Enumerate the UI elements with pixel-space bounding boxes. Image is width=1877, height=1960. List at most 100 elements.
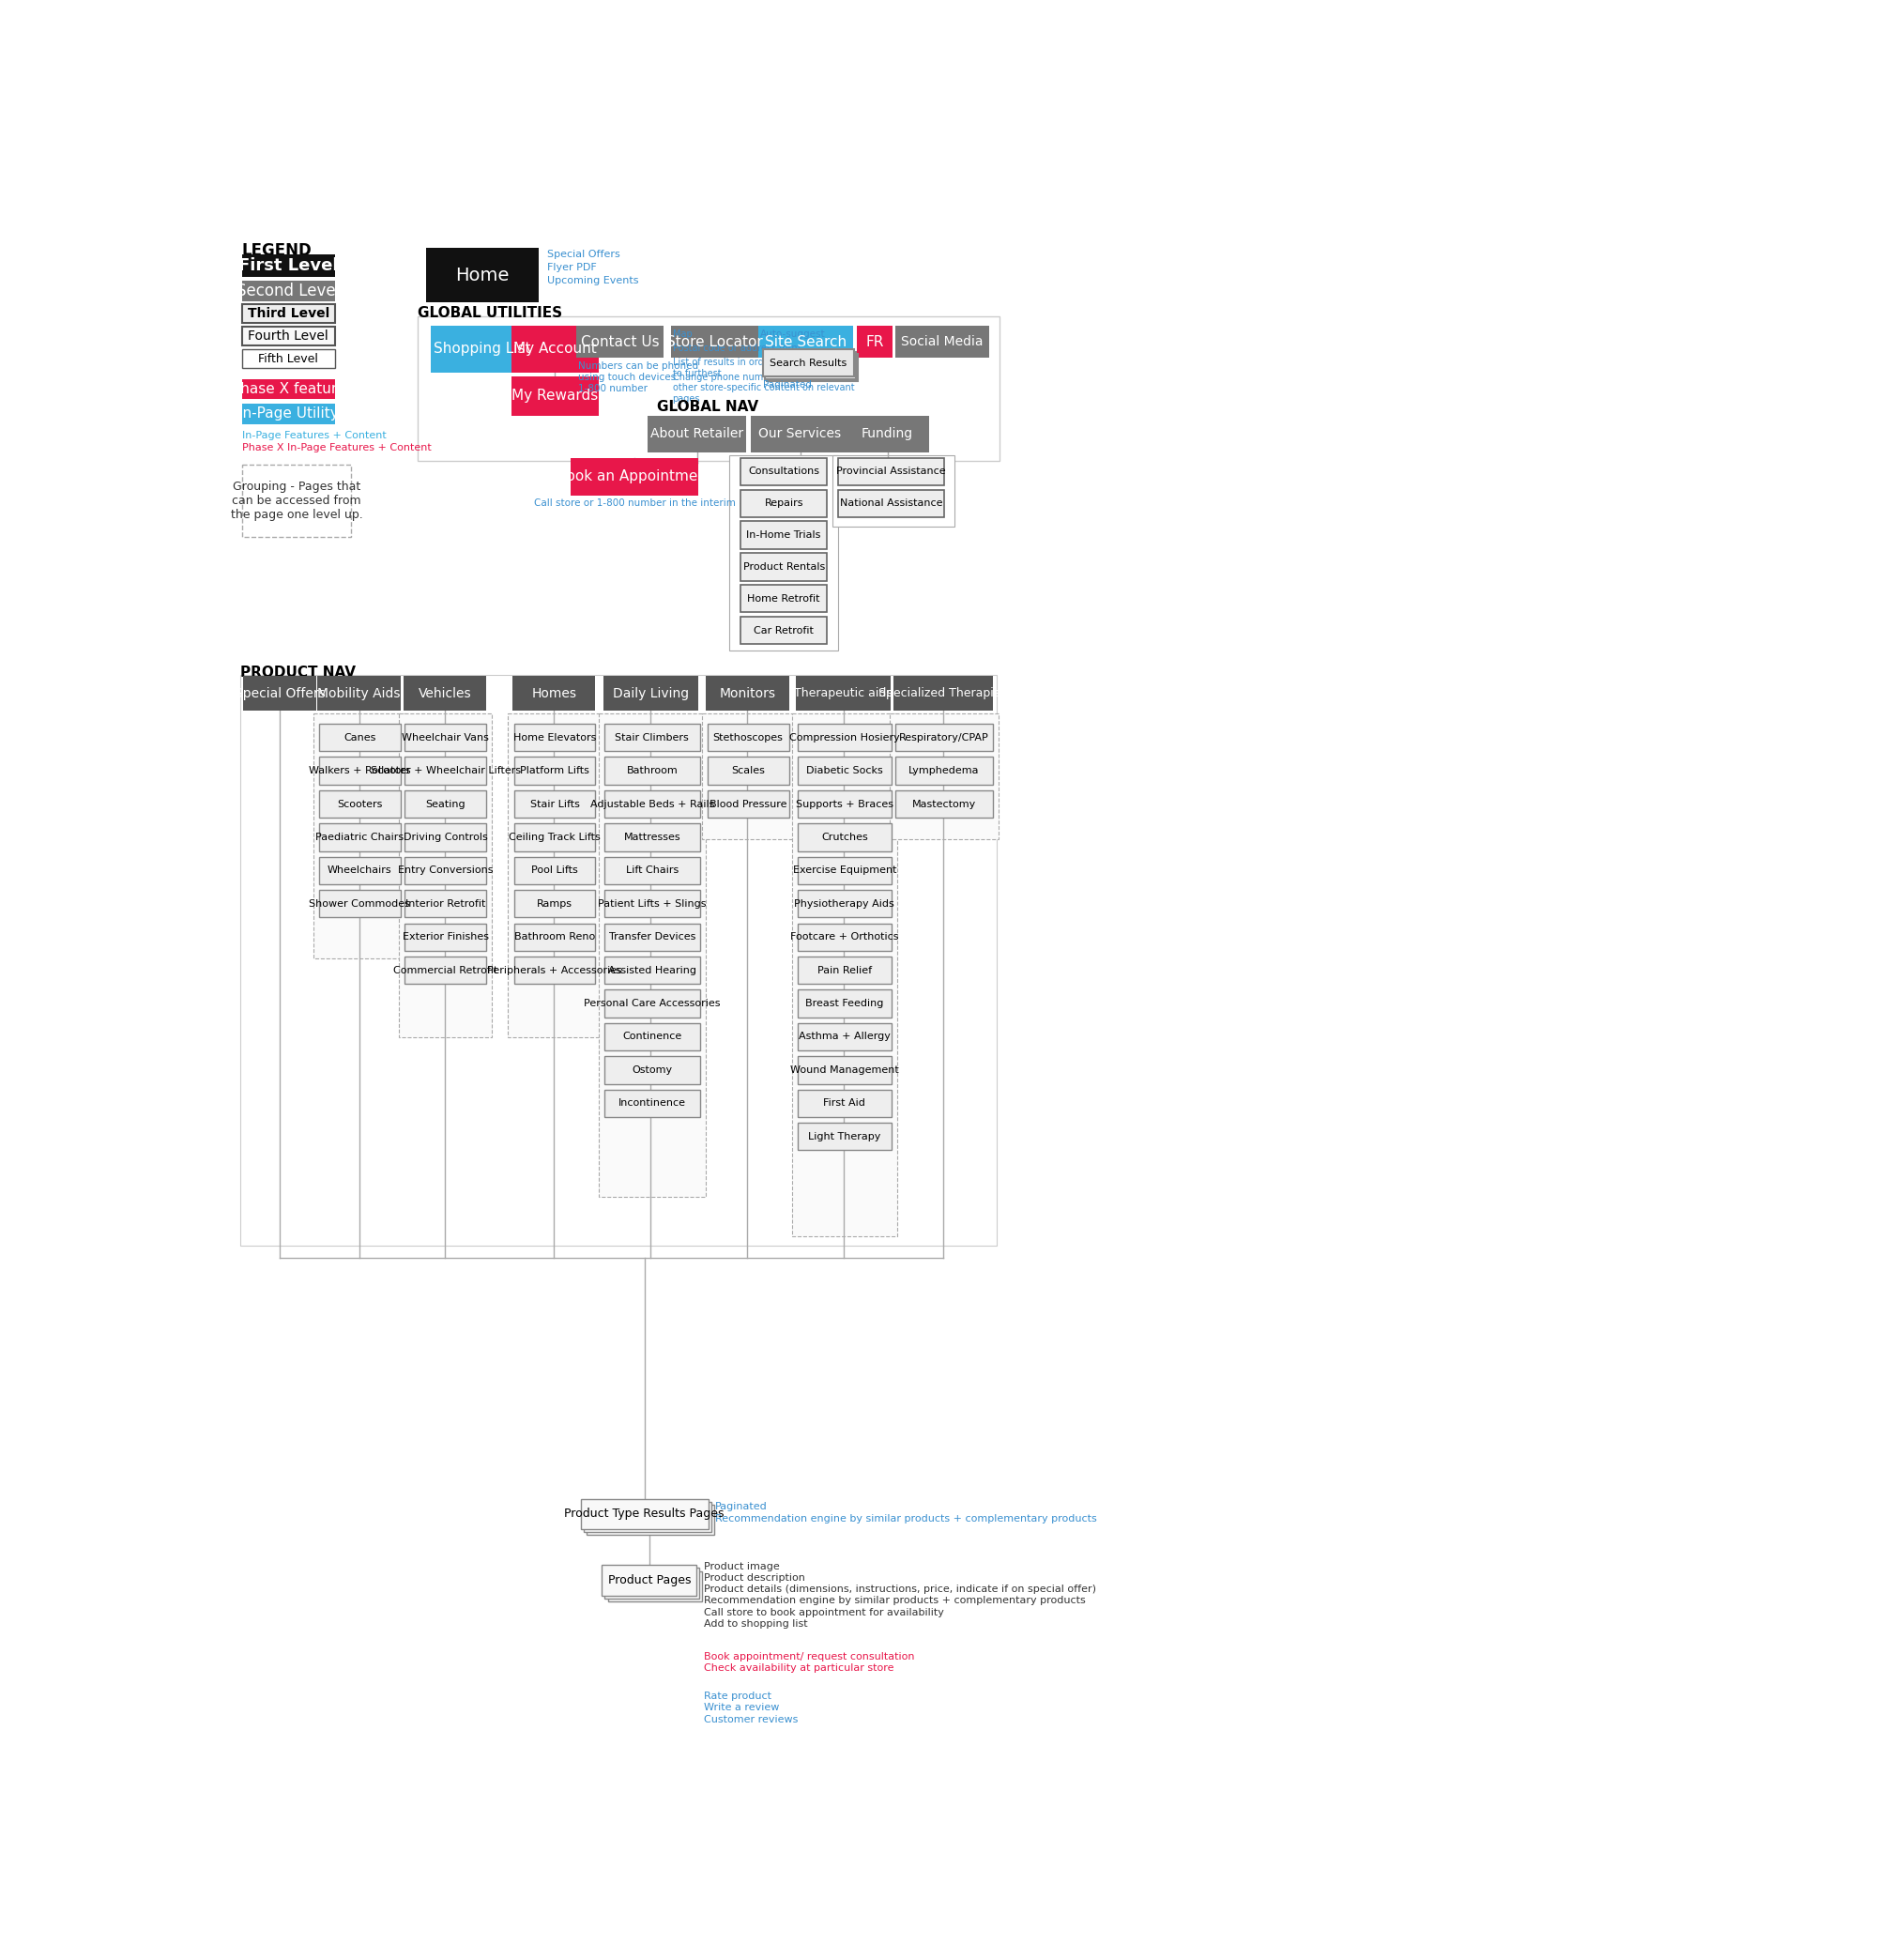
FancyBboxPatch shape bbox=[798, 1056, 892, 1084]
FancyBboxPatch shape bbox=[313, 713, 405, 958]
FancyBboxPatch shape bbox=[604, 790, 700, 817]
Text: PRODUCT NAV: PRODUCT NAV bbox=[240, 664, 357, 680]
FancyBboxPatch shape bbox=[702, 713, 794, 839]
FancyBboxPatch shape bbox=[405, 757, 486, 784]
FancyBboxPatch shape bbox=[798, 857, 892, 884]
Text: Daily Living: Daily Living bbox=[612, 686, 689, 700]
FancyBboxPatch shape bbox=[895, 757, 993, 784]
FancyBboxPatch shape bbox=[796, 676, 892, 711]
Text: Home Elevators: Home Elevators bbox=[512, 733, 597, 743]
FancyBboxPatch shape bbox=[895, 723, 993, 751]
Text: Adjustable Beds + Rails: Adjustable Beds + Rails bbox=[589, 800, 715, 809]
FancyBboxPatch shape bbox=[514, 923, 595, 951]
FancyBboxPatch shape bbox=[604, 757, 700, 784]
Text: Grouping - Pages that
can be accessed from
the page one level up.: Grouping - Pages that can be accessed fr… bbox=[231, 480, 362, 521]
FancyBboxPatch shape bbox=[604, 823, 700, 851]
FancyBboxPatch shape bbox=[319, 723, 400, 751]
Text: Second Level: Second Level bbox=[237, 282, 340, 300]
Text: Physiotherapy Aids: Physiotherapy Aids bbox=[794, 900, 895, 909]
FancyBboxPatch shape bbox=[604, 923, 700, 951]
Text: Light Therapy: Light Therapy bbox=[809, 1131, 880, 1141]
Text: Specialized Therapies: Specialized Therapies bbox=[878, 688, 1008, 700]
Text: Product description: Product description bbox=[704, 1574, 805, 1582]
FancyBboxPatch shape bbox=[604, 1568, 700, 1599]
Text: Respiratory/CPAP: Respiratory/CPAP bbox=[899, 733, 989, 743]
Text: Customer reviews: Customer reviews bbox=[704, 1715, 798, 1725]
FancyBboxPatch shape bbox=[571, 459, 698, 496]
FancyBboxPatch shape bbox=[833, 455, 955, 527]
FancyBboxPatch shape bbox=[768, 353, 858, 380]
Text: Site Search: Site Search bbox=[764, 335, 847, 349]
Text: Mobility Aids: Mobility Aids bbox=[317, 686, 400, 700]
Text: LEGEND: LEGEND bbox=[242, 243, 312, 259]
FancyBboxPatch shape bbox=[244, 676, 315, 711]
Text: Pain Relief: Pain Relief bbox=[816, 966, 871, 974]
FancyBboxPatch shape bbox=[319, 757, 400, 784]
FancyBboxPatch shape bbox=[242, 465, 351, 537]
FancyBboxPatch shape bbox=[405, 790, 486, 817]
Text: Assisted Hearing: Assisted Hearing bbox=[608, 966, 696, 974]
Text: Exterior Finishes: Exterior Finishes bbox=[402, 933, 488, 941]
Text: Postal code or address form: Postal code or address form bbox=[672, 343, 800, 353]
FancyBboxPatch shape bbox=[584, 1501, 711, 1533]
FancyBboxPatch shape bbox=[514, 757, 595, 784]
FancyBboxPatch shape bbox=[751, 416, 848, 453]
Text: Search Results: Search Results bbox=[770, 359, 847, 368]
FancyBboxPatch shape bbox=[240, 674, 997, 1247]
Text: Special Offers: Special Offers bbox=[548, 249, 619, 259]
Text: Walkers + Rollators: Walkers + Rollators bbox=[308, 766, 411, 776]
FancyBboxPatch shape bbox=[514, 956, 595, 984]
Text: Wound Management: Wound Management bbox=[790, 1066, 899, 1074]
Text: Map: Map bbox=[672, 329, 693, 339]
Text: Supports + Braces: Supports + Braces bbox=[796, 800, 893, 809]
FancyBboxPatch shape bbox=[798, 890, 892, 917]
Text: Wheelchair Vans: Wheelchair Vans bbox=[402, 733, 490, 743]
FancyBboxPatch shape bbox=[242, 404, 334, 423]
Text: Wheelchairs: Wheelchairs bbox=[327, 866, 392, 876]
Text: In-Page Features + Content: In-Page Features + Content bbox=[242, 431, 387, 441]
Text: Add to shopping list: Add to shopping list bbox=[704, 1619, 807, 1629]
FancyBboxPatch shape bbox=[242, 378, 334, 400]
FancyBboxPatch shape bbox=[845, 416, 929, 453]
FancyBboxPatch shape bbox=[608, 1570, 702, 1601]
Text: Flyer PDF: Flyer PDF bbox=[548, 263, 597, 272]
Text: Ramps: Ramps bbox=[537, 900, 572, 909]
FancyBboxPatch shape bbox=[242, 304, 334, 323]
FancyBboxPatch shape bbox=[404, 676, 486, 711]
FancyBboxPatch shape bbox=[895, 790, 993, 817]
Text: Scales: Scales bbox=[732, 766, 766, 776]
Text: Phase X feature: Phase X feature bbox=[231, 382, 345, 396]
Text: Bathroom: Bathroom bbox=[627, 766, 678, 776]
Text: Footcare + Orthotics: Footcare + Orthotics bbox=[790, 933, 899, 941]
FancyBboxPatch shape bbox=[576, 325, 664, 359]
Text: Call store to book appointment for availability: Call store to book appointment for avail… bbox=[704, 1607, 944, 1617]
FancyBboxPatch shape bbox=[798, 790, 892, 817]
FancyBboxPatch shape bbox=[511, 325, 599, 372]
Text: Asthma + Allergy: Asthma + Allergy bbox=[798, 1033, 890, 1041]
Text: Driving Controls: Driving Controls bbox=[404, 833, 488, 843]
Text: Entry Conversions: Entry Conversions bbox=[398, 866, 494, 876]
Text: Continence: Continence bbox=[623, 1033, 681, 1041]
Text: Home Retrofit: Home Retrofit bbox=[747, 594, 820, 604]
FancyBboxPatch shape bbox=[741, 584, 826, 612]
FancyBboxPatch shape bbox=[798, 956, 892, 984]
Text: GLOBAL UTILITIES: GLOBAL UTILITIES bbox=[419, 306, 563, 319]
FancyBboxPatch shape bbox=[648, 416, 745, 453]
Text: Paginated: Paginated bbox=[715, 1501, 768, 1511]
FancyBboxPatch shape bbox=[856, 325, 893, 359]
Text: Lift Chairs: Lift Chairs bbox=[625, 866, 678, 876]
Text: Incontinence: Incontinence bbox=[618, 1100, 685, 1107]
FancyBboxPatch shape bbox=[242, 327, 334, 345]
Text: Peripherals + Accessories: Peripherals + Accessories bbox=[488, 966, 621, 974]
FancyBboxPatch shape bbox=[604, 857, 700, 884]
FancyBboxPatch shape bbox=[514, 723, 595, 751]
FancyBboxPatch shape bbox=[741, 521, 826, 549]
Text: FR: FR bbox=[865, 335, 884, 349]
FancyBboxPatch shape bbox=[798, 923, 892, 951]
Text: My Rewards: My Rewards bbox=[511, 388, 599, 404]
Text: Numbers can be phoned
using touch devices.
1-800 number: Numbers can be phoned using touch device… bbox=[578, 363, 698, 392]
Text: Call store or 1-800 number in the interim: Call store or 1-800 number in the interi… bbox=[533, 498, 736, 508]
Text: Scooter + Wheelchair Lifters: Scooter + Wheelchair Lifters bbox=[370, 766, 520, 776]
Text: Fifth Level: Fifth Level bbox=[259, 353, 319, 365]
Text: Consultations: Consultations bbox=[749, 466, 820, 476]
